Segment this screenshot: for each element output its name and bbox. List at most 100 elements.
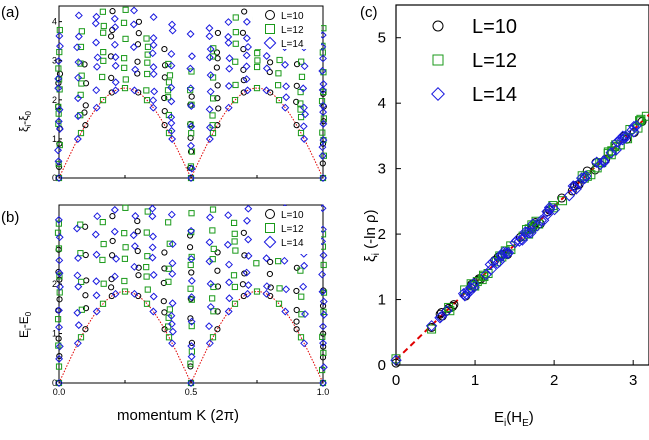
data-point [168,259,177,268]
data-point [56,289,63,296]
data-point [301,310,309,318]
data-point [149,270,158,279]
data-point [148,204,157,213]
data-point [143,300,151,307]
data-point [167,119,176,128]
data-point [92,86,101,95]
data-point [55,220,62,227]
data-point [149,63,158,72]
data-point [168,299,177,308]
data-point [301,110,310,119]
data-point [186,30,195,38]
data-point [319,297,328,306]
data-point [299,122,308,131]
data-point [148,243,157,252]
data-point [93,62,101,71]
data-point [188,322,195,330]
data-point [92,38,101,47]
data-point [243,216,251,225]
legend-marker-l=10 [265,209,275,219]
data-point [161,108,168,115]
data-point [143,35,150,42]
data-point [121,288,129,295]
data-point [319,140,327,147]
data-point [82,251,89,259]
data-point [611,136,623,148]
data-point [298,58,305,65]
data-point [111,53,120,62]
data-point [614,134,626,146]
data-point [55,354,64,363]
data-point [630,119,643,132]
data-point [239,281,247,288]
data-point [568,180,581,193]
data-point [240,77,247,84]
data-point [56,42,64,51]
data-point [206,279,215,288]
data-point [55,269,64,278]
data-point [267,284,274,291]
data-point [531,220,543,232]
y-tick-label: 0 [52,173,57,183]
data-point [55,103,62,110]
data-point [214,267,221,274]
data-point [491,257,504,270]
bottom-xlabel: momentum K (2π) [117,407,239,424]
data-point [74,254,83,263]
data-point [210,95,217,102]
data-point [527,223,537,233]
data-point [54,84,63,93]
data-point [121,277,128,285]
data-point [320,261,327,269]
data-point [275,70,282,77]
data-point [293,326,300,333]
data-point [122,204,129,211]
data-point [293,98,300,105]
data-point [319,108,328,117]
data-point [54,316,62,323]
data-point [100,29,107,36]
data-point [187,317,196,326]
data-point [111,61,120,70]
data-point [319,174,327,182]
data-point [225,260,233,269]
data-point [148,253,157,262]
panel-a-legend: L=10 L=12 L=14 [253,7,321,50]
data-point [206,71,215,80]
data-point [167,320,176,328]
data-point [135,30,142,37]
data-point [187,261,194,269]
panel-a-label: (a) [1,4,19,21]
data-point [56,352,63,360]
legend-marker-l=12 [265,24,275,34]
data-point [594,158,607,171]
data-point [187,134,194,141]
data-point [253,288,261,295]
legend-marker-l=14 [263,36,277,50]
data-point [130,6,138,15]
data-point [164,94,172,101]
data-point [213,64,220,71]
data-point [267,59,274,66]
data-point [134,41,142,48]
data-point [121,64,128,71]
data-point [320,310,328,319]
data-point [110,14,119,23]
data-point [209,295,216,302]
data-point [135,292,142,300]
data-point [54,146,62,155]
data-point [56,276,63,283]
data-point [55,342,64,351]
data-point [300,339,309,348]
data-point [232,29,239,36]
data-point [318,270,327,279]
data-point [319,129,326,136]
data-point [82,305,90,312]
data-point [121,230,128,237]
y-tick-label: 2 [52,95,57,105]
data-point [165,334,173,341]
data-point [143,87,150,94]
y-tick-label: 1 [52,134,57,144]
data-point [149,41,158,49]
